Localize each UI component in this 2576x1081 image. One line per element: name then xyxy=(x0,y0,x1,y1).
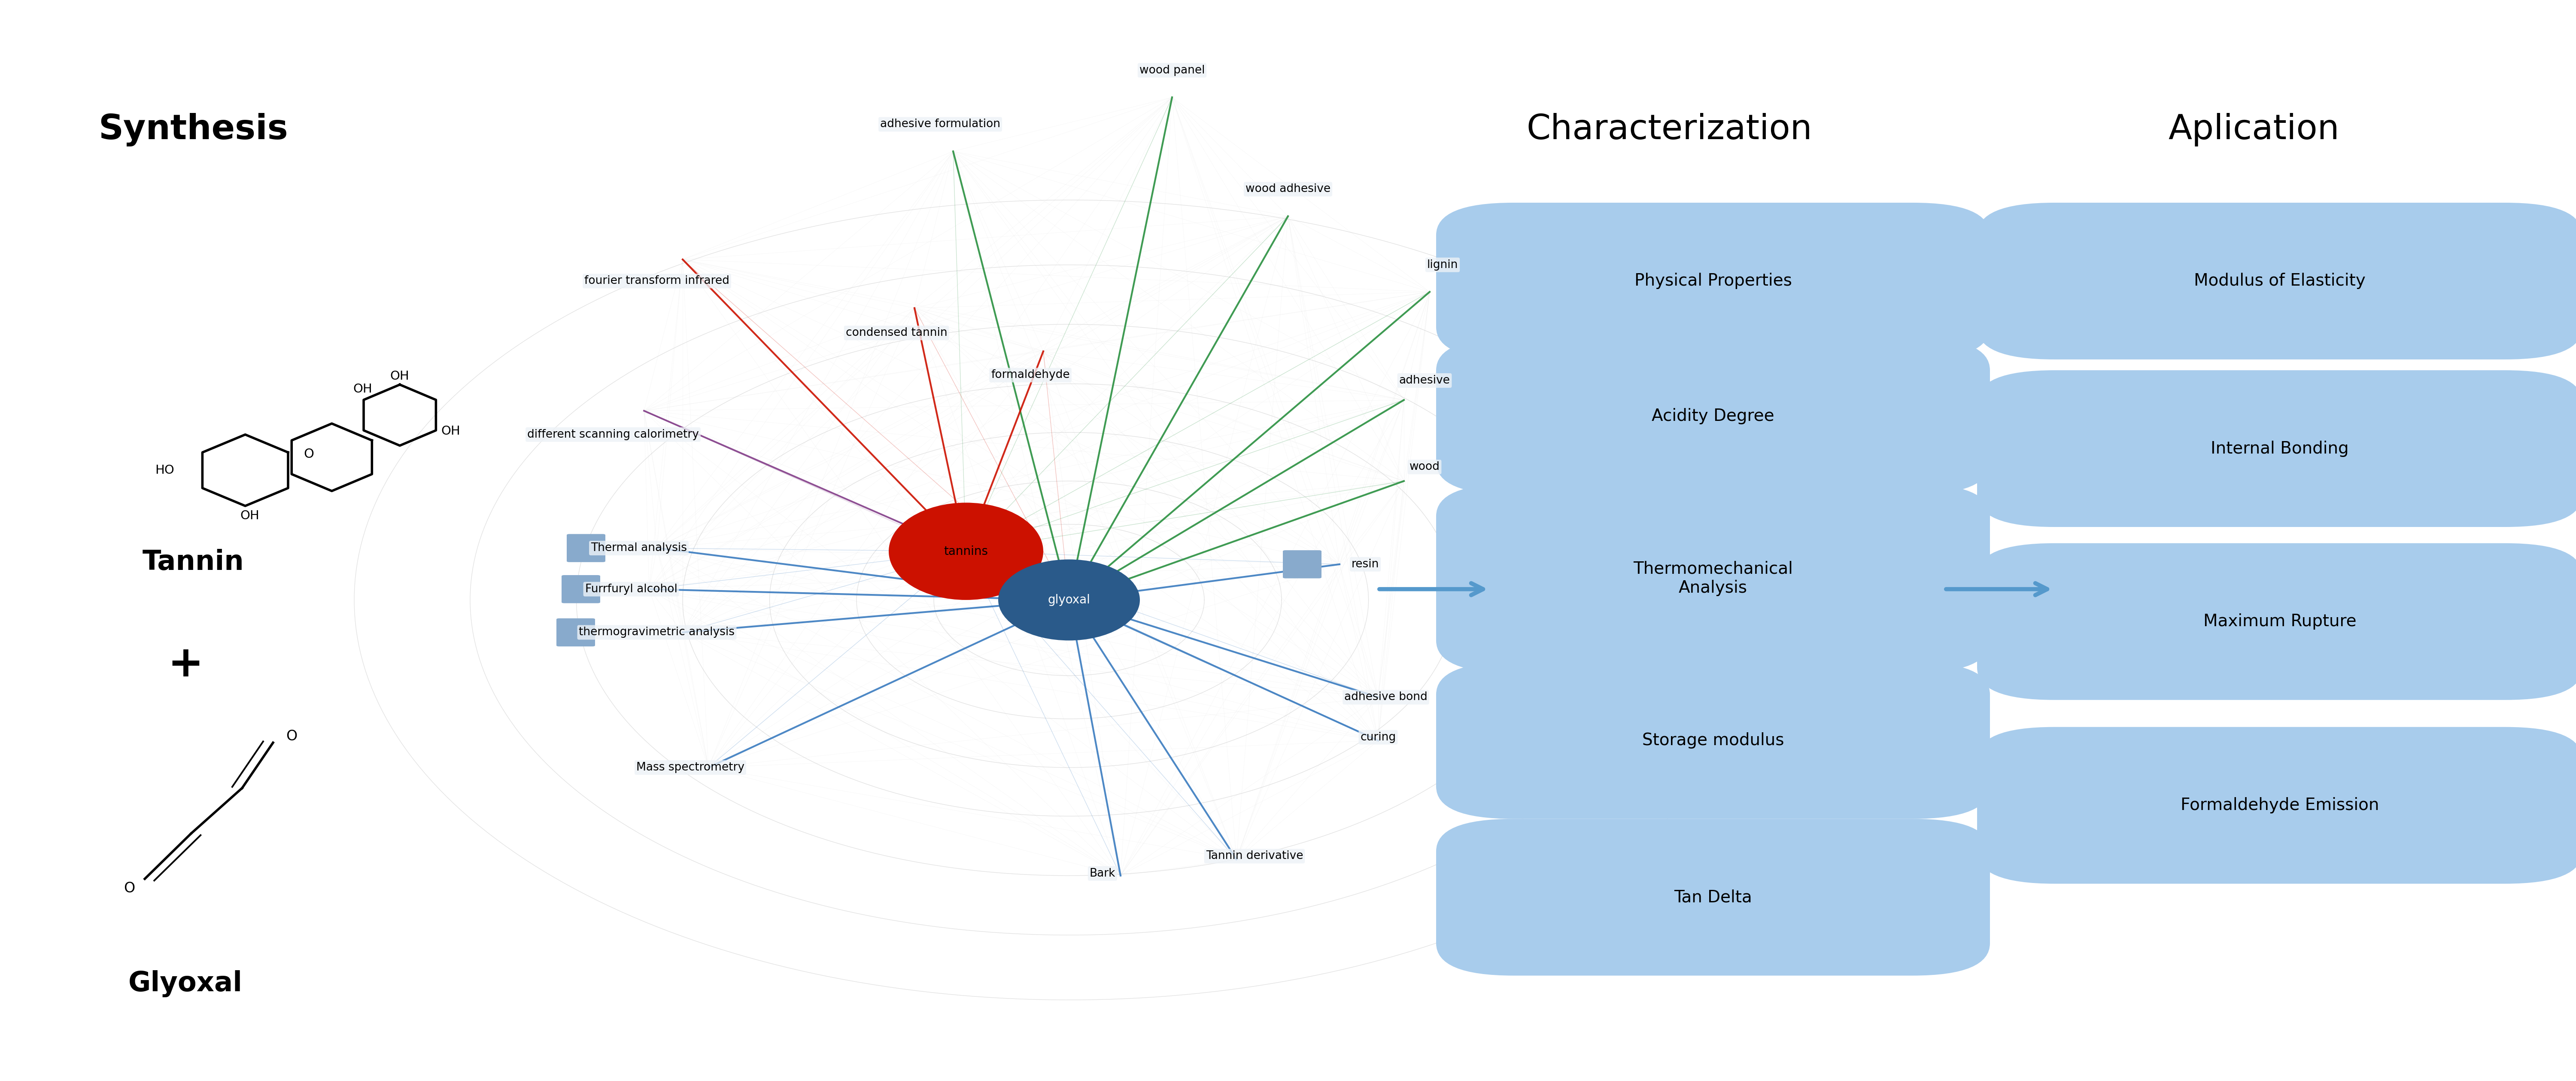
Text: OH: OH xyxy=(389,370,410,383)
Text: tannins: tannins xyxy=(943,545,989,558)
Text: Thermomechanical
Analysis: Thermomechanical Analysis xyxy=(1633,561,1793,596)
FancyBboxPatch shape xyxy=(1283,550,1321,578)
Text: resin: resin xyxy=(1352,559,1378,570)
Text: OH: OH xyxy=(240,509,260,522)
Text: Physical Properties: Physical Properties xyxy=(1633,272,1793,290)
Text: HO: HO xyxy=(155,464,175,477)
Text: Glyoxal: Glyoxal xyxy=(129,970,242,998)
Text: wood: wood xyxy=(1409,462,1440,472)
Text: condensed tannin: condensed tannin xyxy=(845,328,948,338)
FancyBboxPatch shape xyxy=(1437,819,1989,975)
Text: fourier transform infrared: fourier transform infrared xyxy=(585,276,729,286)
Text: wood adhesive: wood adhesive xyxy=(1244,184,1332,195)
Text: thermogravimetric analysis: thermogravimetric analysis xyxy=(580,627,734,638)
FancyBboxPatch shape xyxy=(1978,543,2576,700)
Text: O: O xyxy=(304,448,314,461)
Text: adhesive bond: adhesive bond xyxy=(1345,692,1427,703)
FancyBboxPatch shape xyxy=(567,534,605,562)
Ellipse shape xyxy=(889,503,1043,600)
Text: Tan Delta: Tan Delta xyxy=(1674,889,1752,906)
Text: lignin: lignin xyxy=(1427,259,1458,270)
FancyBboxPatch shape xyxy=(1437,203,1989,359)
Ellipse shape xyxy=(999,559,1139,640)
Text: formaldehyde: formaldehyde xyxy=(992,370,1069,381)
Text: Modulus of Elasticity: Modulus of Elasticity xyxy=(2195,272,2365,290)
Text: Storage modulus: Storage modulus xyxy=(1641,732,1785,749)
Text: OH: OH xyxy=(353,383,374,396)
FancyBboxPatch shape xyxy=(1437,337,1989,495)
Text: Characterization: Characterization xyxy=(1528,114,1811,146)
Text: Thermal analysis: Thermal analysis xyxy=(590,543,688,553)
Text: Bark: Bark xyxy=(1090,868,1115,879)
Text: curing: curing xyxy=(1360,732,1396,743)
FancyBboxPatch shape xyxy=(556,618,595,646)
Text: Internal Bonding: Internal Bonding xyxy=(2210,440,2349,457)
Text: Furrfuryl alcohol: Furrfuryl alcohol xyxy=(585,584,677,595)
Text: adhesive formulation: adhesive formulation xyxy=(881,119,999,130)
FancyBboxPatch shape xyxy=(1978,726,2576,884)
FancyBboxPatch shape xyxy=(1978,203,2576,359)
Text: adhesive: adhesive xyxy=(1399,375,1450,386)
Text: OH: OH xyxy=(440,425,461,438)
Text: glyoxal: glyoxal xyxy=(1048,593,1090,606)
Text: Aplication: Aplication xyxy=(2169,114,2339,146)
Text: O: O xyxy=(286,729,296,744)
Text: O: O xyxy=(124,881,134,896)
FancyBboxPatch shape xyxy=(1437,484,1989,672)
Text: Maximum Rupture: Maximum Rupture xyxy=(2202,613,2357,630)
FancyBboxPatch shape xyxy=(562,575,600,603)
Text: Mass spectrometry: Mass spectrometry xyxy=(636,762,744,773)
Text: +: + xyxy=(167,644,204,685)
Text: Tannin: Tannin xyxy=(142,549,245,575)
Text: wood panel: wood panel xyxy=(1139,65,1206,76)
FancyBboxPatch shape xyxy=(1437,662,1989,819)
Text: Acidity Degree: Acidity Degree xyxy=(1651,408,1775,425)
Text: Formaldehyde Emission: Formaldehyde Emission xyxy=(2179,797,2380,814)
Text: Tannin derivative: Tannin derivative xyxy=(1206,851,1303,862)
Text: different scanning calorimetry: different scanning calorimetry xyxy=(528,429,698,440)
FancyBboxPatch shape xyxy=(1978,370,2576,528)
Text: Synthesis: Synthesis xyxy=(98,114,289,146)
